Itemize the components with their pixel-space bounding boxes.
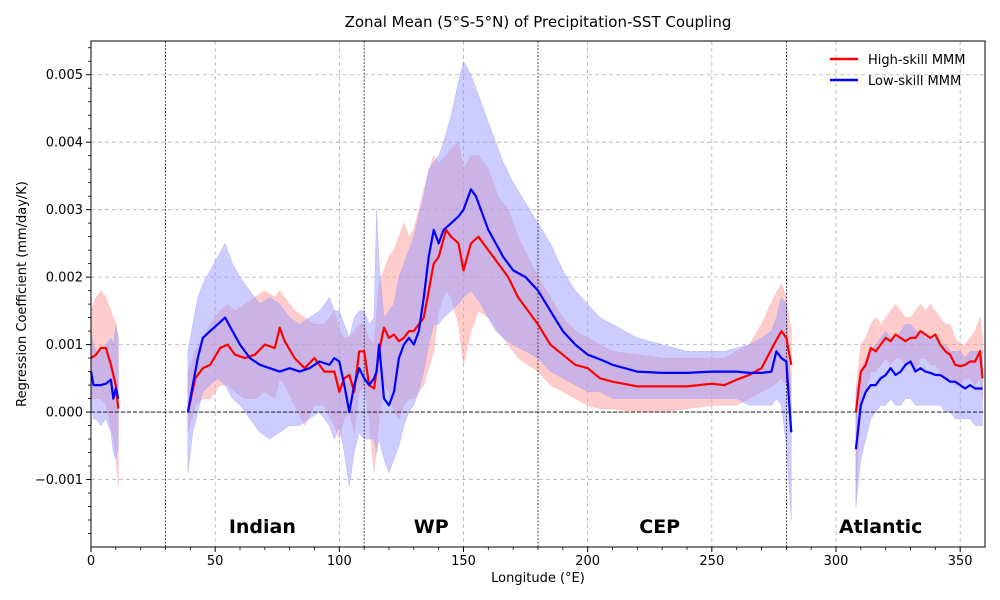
x-tick-label: 200 (575, 554, 600, 569)
region-label: Atlantic (839, 516, 923, 538)
y-tick-label: 0.001 (46, 338, 83, 353)
x-tick-label: 250 (699, 554, 724, 569)
x-tick-label: 300 (824, 554, 849, 569)
y-tick-label: 0.005 (46, 68, 83, 83)
x-tick-label: 150 (451, 554, 476, 569)
y-tick-label: 0.002 (46, 271, 83, 286)
x-axis: 0 50 100 150 200 250 300 350 (87, 547, 973, 569)
x-tick-label: 100 (327, 554, 352, 569)
region-label: WP (414, 516, 449, 538)
x-tick-label: 0 (87, 554, 95, 569)
series-line (854, 360, 983, 450)
y-tick-label: 0.000 (46, 406, 83, 421)
region-boundary-lines (165, 41, 787, 547)
region-labels: Indian WP CEP Atlantic (229, 516, 923, 538)
y-tick-label: 0.004 (46, 136, 83, 151)
legend-label: High-skill MMM (868, 53, 966, 68)
series-line (89, 371, 120, 400)
series-line (854, 330, 984, 413)
series-line (186, 188, 793, 433)
x-tick-label: 50 (207, 554, 224, 569)
series-band (90, 324, 119, 461)
x-axis-label: Longitude (°E) (491, 571, 585, 586)
chart-title: Zonal Mean (5°S-5°N) of Precipitation-SS… (345, 13, 732, 31)
region-label: Indian (229, 516, 296, 538)
y-axis: −0.001 0.000 0.001 0.002 0.003 0.004 0.005 (35, 47, 91, 534)
y-tick-label: −0.001 (35, 473, 83, 488)
series-lines (89, 188, 984, 450)
legend: High-skill MMM Low-skill MMM (830, 53, 966, 89)
y-tick-label: 0.003 (46, 203, 83, 218)
series-line (186, 228, 793, 413)
series-band (855, 324, 983, 507)
series-band (187, 60, 792, 521)
legend-label: Low-skill MMM (868, 74, 961, 89)
y-axis-label: Regression Coefficient (mm/day/K) (15, 181, 30, 407)
region-label: CEP (639, 516, 680, 538)
x-tick-label: 350 (948, 554, 973, 569)
series-line (90, 346, 120, 409)
